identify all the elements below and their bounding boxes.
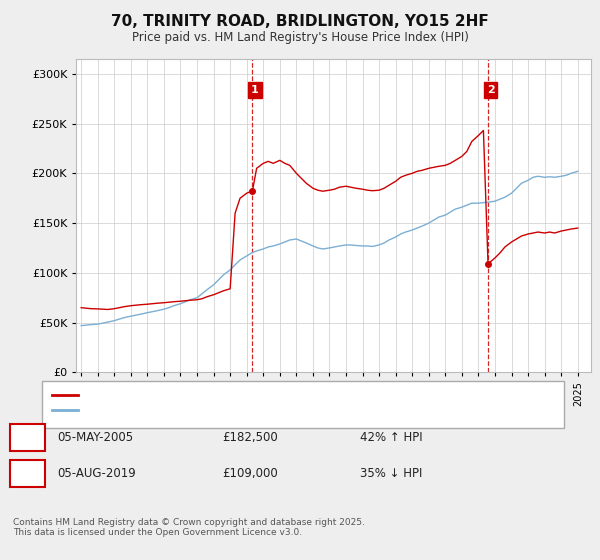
Text: £182,500: £182,500 xyxy=(222,431,278,445)
Text: £109,000: £109,000 xyxy=(222,466,278,480)
Text: HPI: Average price, semi-detached house, East Riding of Yorkshire: HPI: Average price, semi-detached house,… xyxy=(81,405,425,416)
Text: 05-MAY-2005: 05-MAY-2005 xyxy=(57,431,133,445)
Text: 35% ↓ HPI: 35% ↓ HPI xyxy=(360,466,422,480)
Text: 1: 1 xyxy=(23,431,32,445)
Text: Contains HM Land Registry data © Crown copyright and database right 2025.
This d: Contains HM Land Registry data © Crown c… xyxy=(13,518,365,538)
Text: 70, TRINITY ROAD, BRIDLINGTON, YO15 2HF: 70, TRINITY ROAD, BRIDLINGTON, YO15 2HF xyxy=(111,14,489,29)
Text: Price paid vs. HM Land Registry's House Price Index (HPI): Price paid vs. HM Land Registry's House … xyxy=(131,31,469,44)
Text: 42% ↑ HPI: 42% ↑ HPI xyxy=(360,431,422,445)
Text: 70, TRINITY ROAD, BRIDLINGTON, YO15 2HF (semi-detached house): 70, TRINITY ROAD, BRIDLINGTON, YO15 2HF … xyxy=(81,390,433,400)
Text: 1: 1 xyxy=(251,85,259,95)
Text: 05-AUG-2019: 05-AUG-2019 xyxy=(57,466,136,480)
Text: 2: 2 xyxy=(23,466,32,480)
Text: 2: 2 xyxy=(487,85,494,95)
